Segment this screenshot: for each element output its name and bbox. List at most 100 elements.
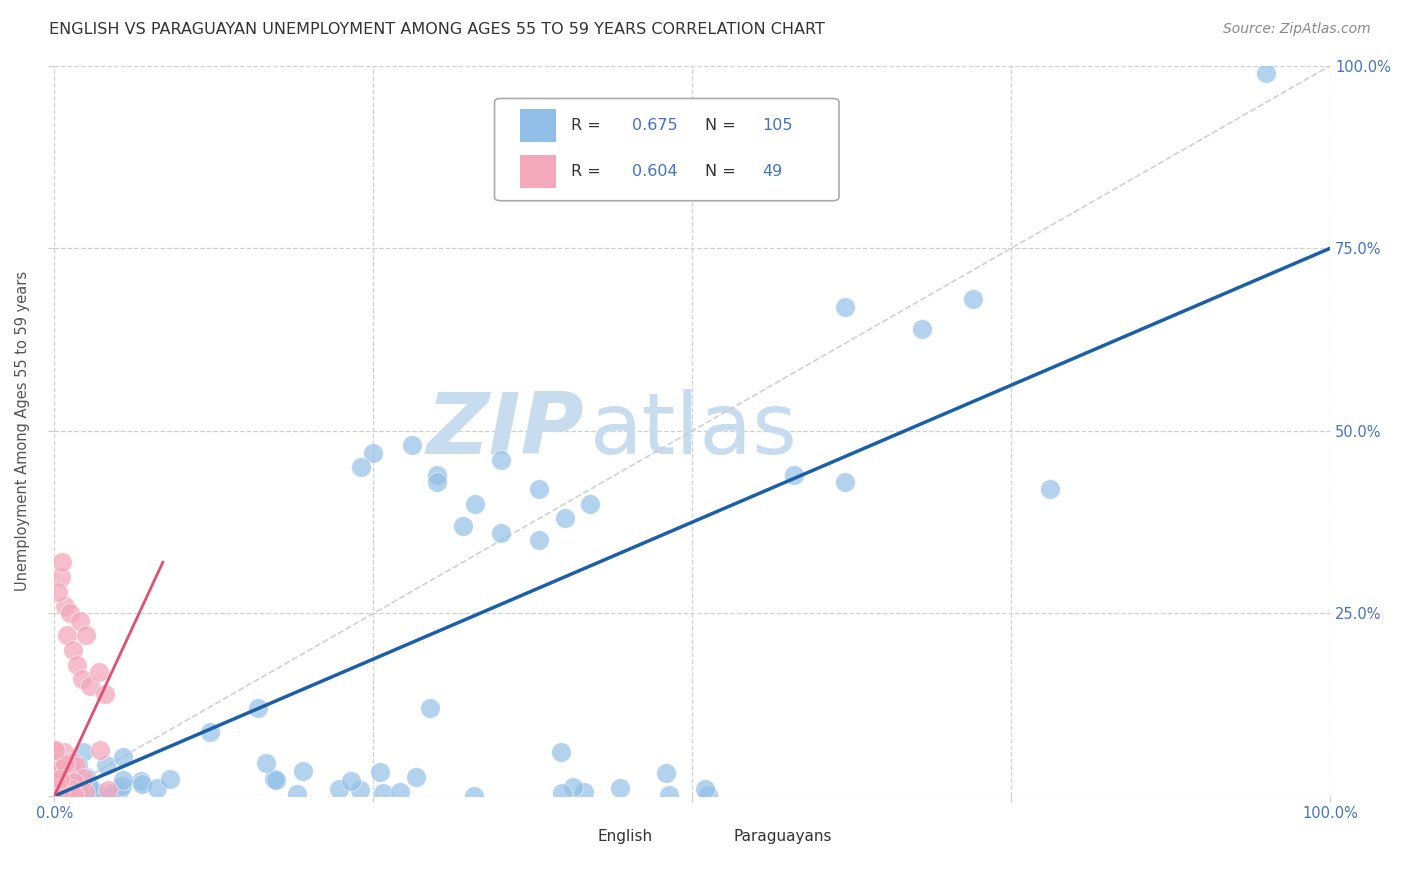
Point xyxy=(75,628,97,642)
Point xyxy=(72,771,94,785)
Point xyxy=(419,701,441,715)
Point xyxy=(911,321,934,335)
Point xyxy=(48,785,70,799)
Point xyxy=(451,518,474,533)
Point xyxy=(46,772,69,787)
Text: R =: R = xyxy=(571,118,606,133)
Text: 105: 105 xyxy=(762,118,793,133)
Point xyxy=(45,764,67,779)
Point xyxy=(51,767,73,781)
Point xyxy=(56,780,79,795)
Point xyxy=(52,783,75,797)
Text: 0.604: 0.604 xyxy=(633,163,678,178)
Point xyxy=(79,680,101,694)
Point xyxy=(697,789,720,803)
Point xyxy=(45,781,67,796)
Point xyxy=(48,781,70,796)
Point xyxy=(62,767,84,781)
Point xyxy=(56,770,79,784)
Point xyxy=(51,778,73,792)
Point xyxy=(53,786,76,800)
Point xyxy=(44,755,66,769)
Point xyxy=(56,772,79,786)
Text: 49: 49 xyxy=(762,163,783,178)
Point xyxy=(49,780,72,795)
Point xyxy=(562,780,585,794)
Point xyxy=(44,742,66,756)
Text: N =: N = xyxy=(704,163,741,178)
Point xyxy=(658,788,681,802)
Point xyxy=(51,785,73,799)
Point xyxy=(388,785,411,799)
Point xyxy=(55,776,77,790)
Point xyxy=(371,786,394,800)
Point xyxy=(51,762,73,776)
Point xyxy=(62,788,84,802)
Text: N =: N = xyxy=(704,118,741,133)
Point xyxy=(554,511,576,525)
Point xyxy=(89,743,111,757)
Point xyxy=(69,614,91,628)
Point xyxy=(370,764,392,779)
Point xyxy=(62,789,84,803)
Point xyxy=(49,786,72,800)
Point xyxy=(349,782,371,797)
Point xyxy=(62,788,84,802)
Point xyxy=(45,756,67,771)
Point xyxy=(527,482,550,496)
Point xyxy=(69,785,91,799)
Text: English: English xyxy=(598,829,652,844)
Point xyxy=(52,780,75,794)
Point xyxy=(84,785,107,799)
Point xyxy=(44,780,66,795)
Point xyxy=(834,300,856,314)
Point xyxy=(46,584,69,599)
Point xyxy=(45,764,67,778)
Point xyxy=(49,772,72,786)
Point xyxy=(49,570,72,584)
Point xyxy=(489,453,512,467)
Point xyxy=(46,789,69,803)
Point xyxy=(1256,66,1278,80)
Point xyxy=(48,762,70,776)
Point xyxy=(56,780,79,794)
Point xyxy=(46,784,69,798)
Point xyxy=(66,657,89,672)
Bar xyxy=(520,154,555,187)
Text: atlas: atlas xyxy=(591,389,799,473)
Point xyxy=(527,533,550,548)
Point xyxy=(94,758,117,772)
Point xyxy=(46,788,69,802)
Point xyxy=(574,785,596,799)
Point xyxy=(463,789,485,803)
Point xyxy=(693,781,716,796)
Bar xyxy=(700,826,728,849)
Point xyxy=(198,724,221,739)
Point xyxy=(75,771,97,785)
Text: ENGLISH VS PARAGUAYAN UNEMPLOYMENT AMONG AGES 55 TO 59 YEARS CORRELATION CHART: ENGLISH VS PARAGUAYAN UNEMPLOYMENT AMONG… xyxy=(49,22,825,37)
Point xyxy=(60,788,83,802)
Text: ZIP: ZIP xyxy=(426,389,583,473)
Point xyxy=(67,757,90,772)
Point xyxy=(292,764,315,778)
Point xyxy=(51,555,73,569)
Point xyxy=(401,438,423,452)
Point xyxy=(44,771,66,785)
Point xyxy=(56,786,79,800)
Point xyxy=(426,475,449,489)
Point xyxy=(53,599,76,614)
Point xyxy=(75,783,97,797)
Text: 0.675: 0.675 xyxy=(633,118,678,133)
Point xyxy=(62,775,84,789)
FancyBboxPatch shape xyxy=(495,98,839,201)
Point xyxy=(108,785,131,799)
Point xyxy=(45,788,67,802)
Text: Paraguayans: Paraguayans xyxy=(733,829,831,844)
Point xyxy=(52,745,75,759)
Point xyxy=(72,745,94,759)
Point xyxy=(131,777,153,791)
Point xyxy=(73,785,96,799)
Point xyxy=(94,687,117,701)
Point xyxy=(655,765,678,780)
Point xyxy=(146,780,169,795)
